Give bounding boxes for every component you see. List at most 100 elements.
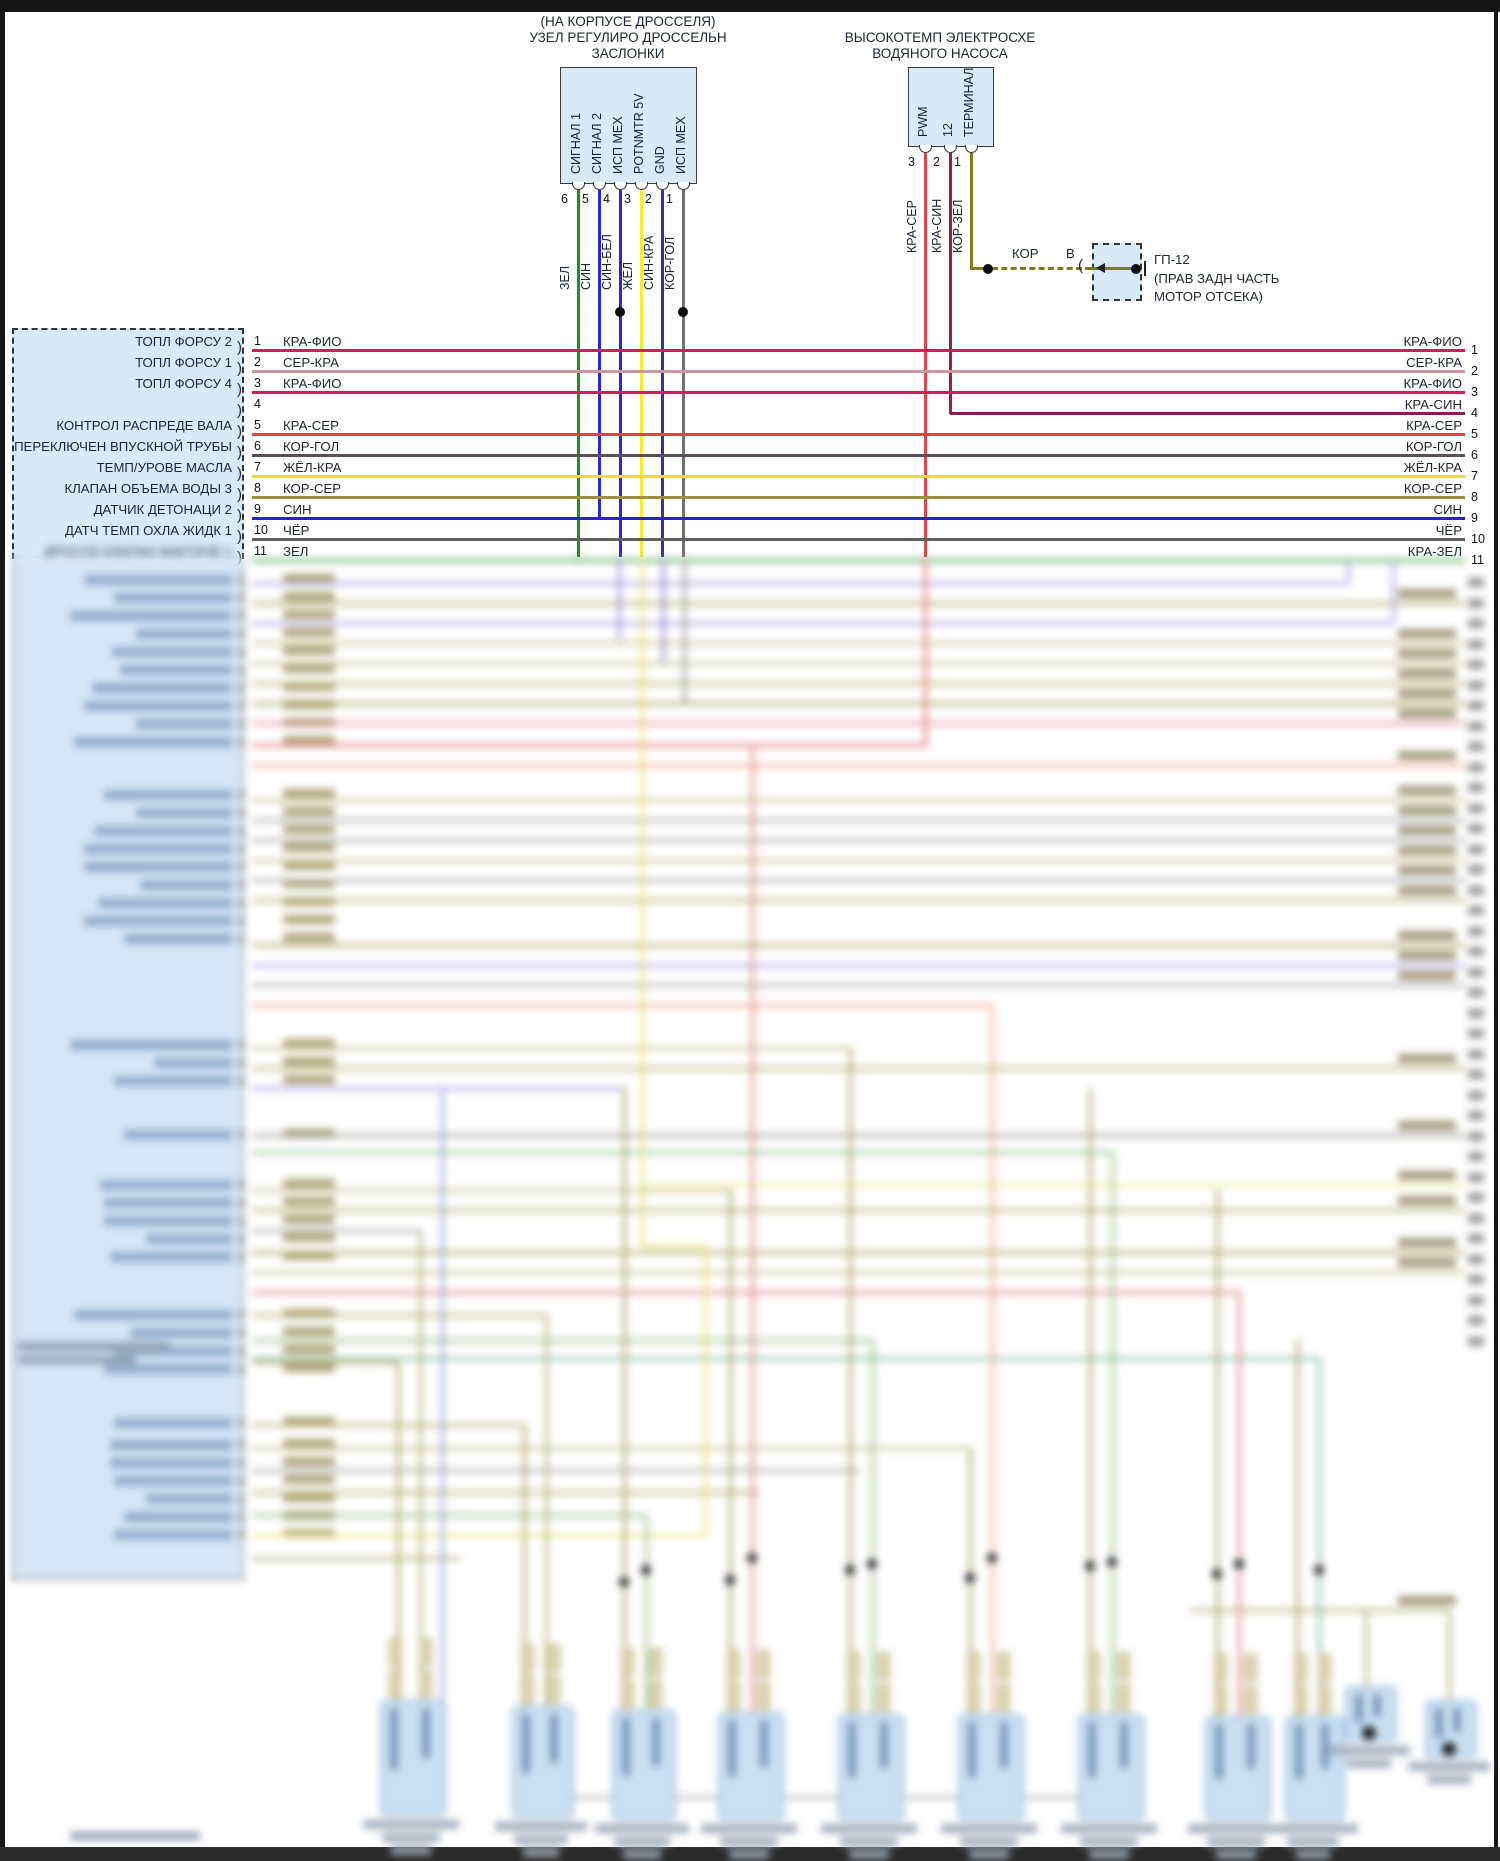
pump-pin-socket bbox=[918, 145, 932, 153]
ecm-pin-bracket: ) bbox=[237, 423, 242, 440]
ecm-row-label: ТОПЛ ФОРСУ 1 bbox=[135, 355, 232, 370]
gp12-arrow-icon bbox=[1096, 263, 1105, 273]
pump-title-line1: ВЫСОКОТЕМП ЭЛЕКТРОСХЕ bbox=[844, 30, 1036, 45]
ecm-right-wire-code: КОР-ГОЛ bbox=[1405, 439, 1462, 454]
ecm-row-wire bbox=[252, 370, 1465, 373]
ecm-left-wire-code: ЖЁЛ-КРА bbox=[283, 460, 342, 475]
ecm-row-label: ТОПЛ ФОРСУ 2 bbox=[135, 334, 232, 349]
throttle-wire bbox=[598, 190, 601, 518]
water-pump-title: ВЫСОКОТЕМП ЭЛЕКТРОСХЕ ВОДЯНОГО НАСОСА bbox=[830, 30, 1050, 62]
ecm-right-pin-number: 7 bbox=[1471, 469, 1478, 483]
ecm-right-wire-code: КРА-ФИО bbox=[1403, 376, 1462, 391]
splice-dot bbox=[678, 307, 688, 317]
throttle-pin-number: 3 bbox=[624, 192, 631, 206]
ecm-pin-number: 9 bbox=[254, 502, 261, 516]
ecm-right-wire-code: ЧЁР bbox=[1435, 523, 1462, 538]
pump-pin-number: 2 bbox=[933, 155, 940, 169]
ecm-pin-number: 3 bbox=[254, 376, 261, 390]
ecm-left-wire-code: СИН bbox=[283, 502, 312, 517]
throttle-body-title: (НА КОРПУСЕ ДРОССЕЛЯ) УЗЕЛ РЕГУЛИРО ДРОС… bbox=[518, 14, 738, 62]
ecm-right-wire-code: КОР-СЕР bbox=[1403, 481, 1462, 496]
throttle-pin-label: ИСП МЕХ bbox=[611, 116, 625, 174]
ecm-right-pin-number: 2 bbox=[1471, 364, 1478, 378]
ecm-right-wire-code: КРА-СИН bbox=[1404, 397, 1462, 412]
throttle-pin-socket bbox=[676, 182, 690, 190]
splice-dot bbox=[615, 307, 625, 317]
ecm-left-wire-code: ЧЁР bbox=[283, 523, 310, 538]
ecm-row-label: КОНТРОЛ РАСПРЕДЕ ВАЛА bbox=[56, 418, 232, 433]
ecm-row-wire bbox=[252, 349, 1465, 352]
throttle-pin-label: ИСП МЕХ bbox=[674, 116, 688, 174]
throttle-pin-number: 2 bbox=[645, 192, 652, 206]
ecm-pin-number: 10 bbox=[254, 523, 268, 537]
throttle-wire-color-label: СИН bbox=[579, 262, 593, 290]
ecm-right-pin-number: 1 bbox=[1471, 343, 1478, 357]
ecm-left-wire-code: КРА-ФИО bbox=[283, 334, 342, 349]
ecm-right-wire-code: КРА-ФИО bbox=[1403, 334, 1462, 349]
throttle-wire-color-label: ЖЁЛ bbox=[621, 261, 635, 290]
ecm-right-pin-number: 11 bbox=[1471, 553, 1484, 567]
page-border-right bbox=[1494, 0, 1498, 1861]
throttle-pin-label: СИГНАЛ 2 bbox=[590, 112, 604, 174]
ecm-row-label: ТОПЛ ФОРСУ 4 bbox=[135, 376, 232, 391]
throttle-pin-socket bbox=[634, 182, 648, 190]
page-border-left bbox=[0, 0, 5, 1861]
ecm-pin-number: 8 bbox=[254, 481, 261, 495]
ecm-left-wire-code: ЗЕЛ bbox=[283, 544, 309, 559]
throttle-pin-socket bbox=[613, 182, 627, 190]
ecm-pin-number: 5 bbox=[254, 418, 261, 432]
pump-wire-color-label: КОР-ЗЕЛ bbox=[951, 199, 965, 253]
ecm-right-wire-code: КРА-ЗЕЛ bbox=[1407, 544, 1462, 559]
gp12-wire-segment bbox=[1085, 267, 1137, 270]
throttle-pin-socket bbox=[655, 182, 669, 190]
ecm-row-wire bbox=[252, 391, 1465, 394]
kor-wire-label: КОР bbox=[1012, 246, 1039, 261]
pump-wire-color-label: КРА-СЕР bbox=[905, 200, 919, 253]
pump-pin-number: 3 bbox=[908, 155, 915, 169]
throttle-wire bbox=[577, 190, 580, 557]
ecm-pin-bracket: ) bbox=[237, 444, 242, 461]
gp12-terminal-label: В bbox=[1066, 246, 1075, 261]
ecm-pin-bracket: ) bbox=[237, 465, 242, 482]
ecm-row-wire bbox=[252, 475, 1465, 478]
ecm-left-wire-code: СЕР-КРА bbox=[283, 355, 339, 370]
gp12-location-line2: МОТОР ОТСЕКА) bbox=[1154, 289, 1263, 304]
ecm-right-pin-number: 9 bbox=[1471, 511, 1478, 525]
ecm-pin-number: 1 bbox=[254, 334, 261, 348]
gp12-location-line1: (ПРАВ ЗАДН ЧАСТЬ bbox=[1154, 271, 1280, 286]
ecm-row-label: КЛАПАН ОБЪЕМА ВОДЫ 3 bbox=[64, 481, 232, 496]
throttle-wire-color-label: КОР-ГОЛ bbox=[663, 236, 677, 290]
ecm-row-wire bbox=[252, 538, 1465, 541]
throttle-pin-number: 4 bbox=[603, 192, 610, 206]
ecm-pin-bracket: ) bbox=[237, 381, 242, 398]
ecm-right-pin-number: 3 bbox=[1471, 385, 1478, 399]
water-pump-connector bbox=[908, 67, 994, 147]
kor-zel-elbow bbox=[970, 267, 988, 270]
kor-dashed-wire bbox=[992, 267, 1082, 270]
ecm-row-wire bbox=[252, 517, 1465, 520]
ecm-pin-bracket: ) bbox=[237, 360, 242, 377]
throttle-pin-label: GND bbox=[653, 146, 667, 174]
throttle-wire bbox=[682, 190, 685, 557]
pump-pin-label: PWM bbox=[916, 106, 930, 137]
ecm-left-wire-code: КОР-ГОЛ bbox=[283, 439, 340, 454]
pump-wire bbox=[924, 153, 927, 557]
ecm-row-label: ПЕРЕКЛЮЧЕН ВПУСКНОЙ ТРУБЫ bbox=[14, 439, 232, 454]
throttle-wire bbox=[640, 190, 643, 557]
throttle-title-line2: УЗЕЛ РЕГУЛИРО ДРОССЕЛЬН bbox=[529, 30, 727, 45]
ecm-row-wire bbox=[252, 433, 1465, 436]
ecm-pin-number: 4 bbox=[254, 397, 261, 411]
ecm-pin-number: 6 bbox=[254, 439, 261, 453]
gp12-tick bbox=[1144, 261, 1146, 276]
throttle-wire-color-label: ЗЕЛ bbox=[558, 265, 572, 290]
pump-wire bbox=[970, 153, 973, 270]
pump-pin-socket bbox=[964, 145, 978, 153]
throttle-wire-color-label: СИН-КРА bbox=[642, 235, 656, 290]
throttle-pin-label: СИГНАЛ 1 bbox=[569, 112, 583, 174]
pump-pin-label: 12 bbox=[941, 123, 955, 137]
page-border-top bbox=[0, 0, 1500, 12]
pump-pin-number: 1 bbox=[954, 155, 961, 169]
throttle-pin-number: 1 bbox=[666, 192, 673, 206]
ecm-right-wire-code: КРА-СЕР bbox=[1406, 418, 1462, 433]
